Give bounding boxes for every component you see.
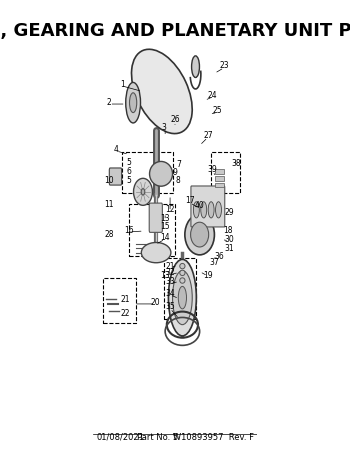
Text: 8: 8	[176, 176, 181, 185]
Text: 17: 17	[185, 196, 195, 205]
Text: 27: 27	[203, 131, 213, 140]
Text: Part No. W10893957  Rev. F: Part No. W10893957 Rev. F	[137, 433, 254, 442]
Bar	[129, 204, 175, 256]
Bar	[103, 278, 135, 323]
Text: 22: 22	[121, 309, 131, 318]
Circle shape	[216, 202, 222, 218]
Text: 32: 32	[165, 268, 175, 277]
Text: 16: 16	[124, 226, 134, 235]
Text: 21: 21	[121, 295, 131, 304]
Ellipse shape	[132, 49, 192, 134]
Text: 23: 23	[219, 61, 229, 70]
Ellipse shape	[191, 222, 209, 247]
Text: 40: 40	[195, 201, 204, 210]
Circle shape	[173, 270, 192, 325]
Bar	[164, 258, 196, 319]
Text: 5: 5	[127, 176, 132, 185]
Text: 5: 5	[172, 433, 177, 442]
Text: 11: 11	[105, 200, 114, 209]
Text: 35: 35	[165, 302, 175, 311]
Text: 21: 21	[165, 262, 175, 270]
Circle shape	[194, 202, 199, 218]
Text: 31: 31	[224, 244, 234, 253]
Text: 12: 12	[165, 205, 175, 214]
Ellipse shape	[180, 278, 185, 283]
Ellipse shape	[149, 161, 173, 186]
Text: 15: 15	[160, 222, 170, 231]
Circle shape	[208, 202, 214, 218]
Text: 39: 39	[208, 165, 218, 174]
Text: 36: 36	[215, 252, 224, 261]
FancyBboxPatch shape	[191, 186, 225, 227]
Text: 4: 4	[113, 145, 118, 154]
Text: 20: 20	[150, 298, 160, 307]
Circle shape	[130, 93, 137, 113]
Text: 34: 34	[165, 289, 175, 298]
Text: 2: 2	[107, 98, 112, 107]
Ellipse shape	[134, 178, 152, 205]
Text: 30: 30	[224, 235, 234, 244]
Text: 18: 18	[223, 226, 232, 235]
Text: 9: 9	[173, 168, 177, 177]
Text: 26: 26	[170, 116, 180, 124]
Text: 7: 7	[176, 160, 181, 169]
Bar	[215, 169, 224, 174]
Text: 6: 6	[127, 167, 132, 176]
Text: 14: 14	[160, 233, 170, 242]
Ellipse shape	[141, 189, 145, 195]
FancyBboxPatch shape	[109, 168, 122, 185]
Text: 33: 33	[165, 277, 175, 286]
Text: 10: 10	[105, 176, 114, 185]
Text: 19: 19	[203, 270, 213, 280]
Text: CASE, GEARING AND PLANETARY UNIT PARTS: CASE, GEARING AND PLANETARY UNIT PARTS	[0, 22, 350, 40]
Text: 38: 38	[231, 159, 240, 169]
Text: 25: 25	[213, 106, 223, 116]
Ellipse shape	[191, 56, 200, 77]
Bar	[211, 152, 240, 193]
Text: 13: 13	[160, 214, 170, 223]
Ellipse shape	[180, 270, 185, 275]
Bar	[215, 176, 224, 181]
Text: 5: 5	[127, 158, 132, 167]
FancyBboxPatch shape	[149, 203, 162, 232]
Text: 29: 29	[224, 207, 234, 217]
Text: 01/08/2021: 01/08/2021	[96, 433, 144, 442]
Circle shape	[126, 82, 140, 123]
Ellipse shape	[185, 214, 215, 255]
Text: 28: 28	[105, 230, 114, 239]
Text: 1: 1	[120, 80, 125, 89]
Text: 13: 13	[160, 270, 170, 280]
Text: 3: 3	[161, 123, 166, 132]
Ellipse shape	[141, 242, 171, 263]
Bar	[122, 152, 173, 193]
Text: 37: 37	[210, 258, 219, 267]
Ellipse shape	[180, 263, 185, 269]
Circle shape	[201, 202, 207, 218]
Circle shape	[178, 286, 187, 309]
Bar	[215, 183, 224, 188]
Circle shape	[168, 260, 196, 336]
Text: 24: 24	[208, 91, 218, 100]
